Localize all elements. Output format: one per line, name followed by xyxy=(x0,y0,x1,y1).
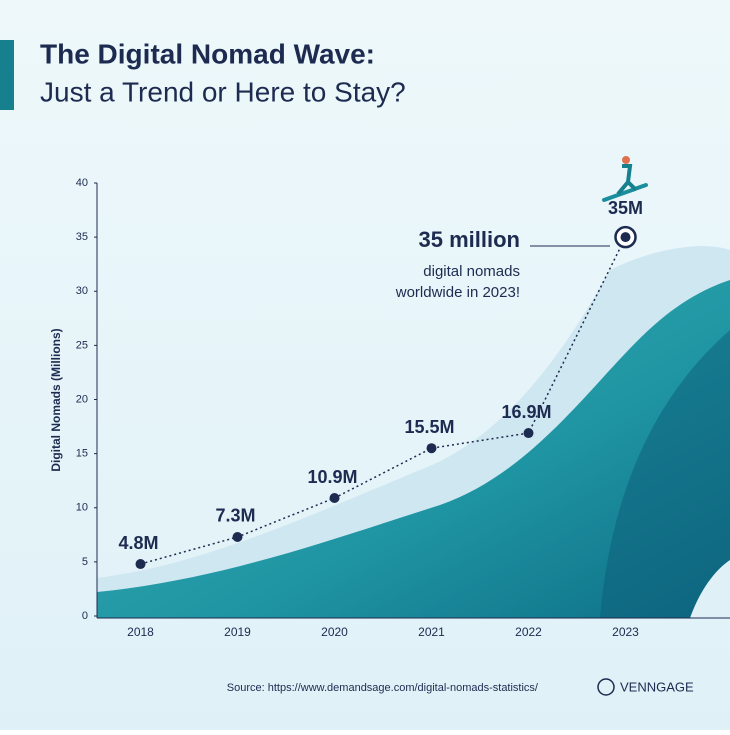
y-tick-label: 40 xyxy=(76,177,88,189)
wave-tip xyxy=(690,560,730,618)
x-tick-label: 2019 xyxy=(224,625,251,639)
x-tick-label: 2018 xyxy=(127,625,154,639)
chart-title: The Digital Nomad Wave: xyxy=(40,38,375,69)
y-tick-label: 10 xyxy=(76,502,88,514)
y-tick-label: 30 xyxy=(76,285,88,297)
chart-subtitle: Just a Trend or Here to Stay? xyxy=(40,76,406,107)
y-tick-label: 35 xyxy=(76,231,88,243)
wave-curl xyxy=(600,330,730,618)
annotation-headline: 35 million xyxy=(419,227,520,252)
y-tick-label: 15 xyxy=(76,448,88,460)
title-accent xyxy=(0,40,14,110)
point xyxy=(620,232,631,243)
data-label: 10.9M xyxy=(307,467,357,487)
y-axis-label: Digital Nomads (Millions) xyxy=(49,328,63,471)
point xyxy=(232,531,243,542)
point xyxy=(329,493,340,504)
point xyxy=(426,443,437,454)
y-tick-label: 20 xyxy=(76,393,88,405)
data-label: 35M xyxy=(608,198,643,218)
y-tick-label: 25 xyxy=(76,339,88,351)
data-label: 16.9M xyxy=(501,402,551,422)
annotation-text: digital nomads xyxy=(423,263,520,280)
source: Source: https://www.demandsage.com/digit… xyxy=(227,682,539,694)
data-label: 15.5M xyxy=(404,417,454,437)
y-tick-label: 5 xyxy=(82,556,88,568)
brand-logo xyxy=(597,678,615,696)
brand: VENNGAGE xyxy=(620,679,694,694)
x-tick-label: 2021 xyxy=(418,625,445,639)
annotation-text: worldwide in 2023! xyxy=(395,284,520,301)
data-label: 4.8M xyxy=(118,533,158,553)
surfer xyxy=(602,156,648,202)
y-tick-label: 0 xyxy=(82,610,88,622)
data-label: 7.3M xyxy=(215,506,255,526)
wave xyxy=(97,280,730,618)
x-tick-label: 2023 xyxy=(612,625,639,639)
x-tick-label: 2022 xyxy=(515,625,542,639)
point xyxy=(523,428,534,439)
point xyxy=(135,559,146,570)
x-tick-label: 2020 xyxy=(321,625,348,639)
